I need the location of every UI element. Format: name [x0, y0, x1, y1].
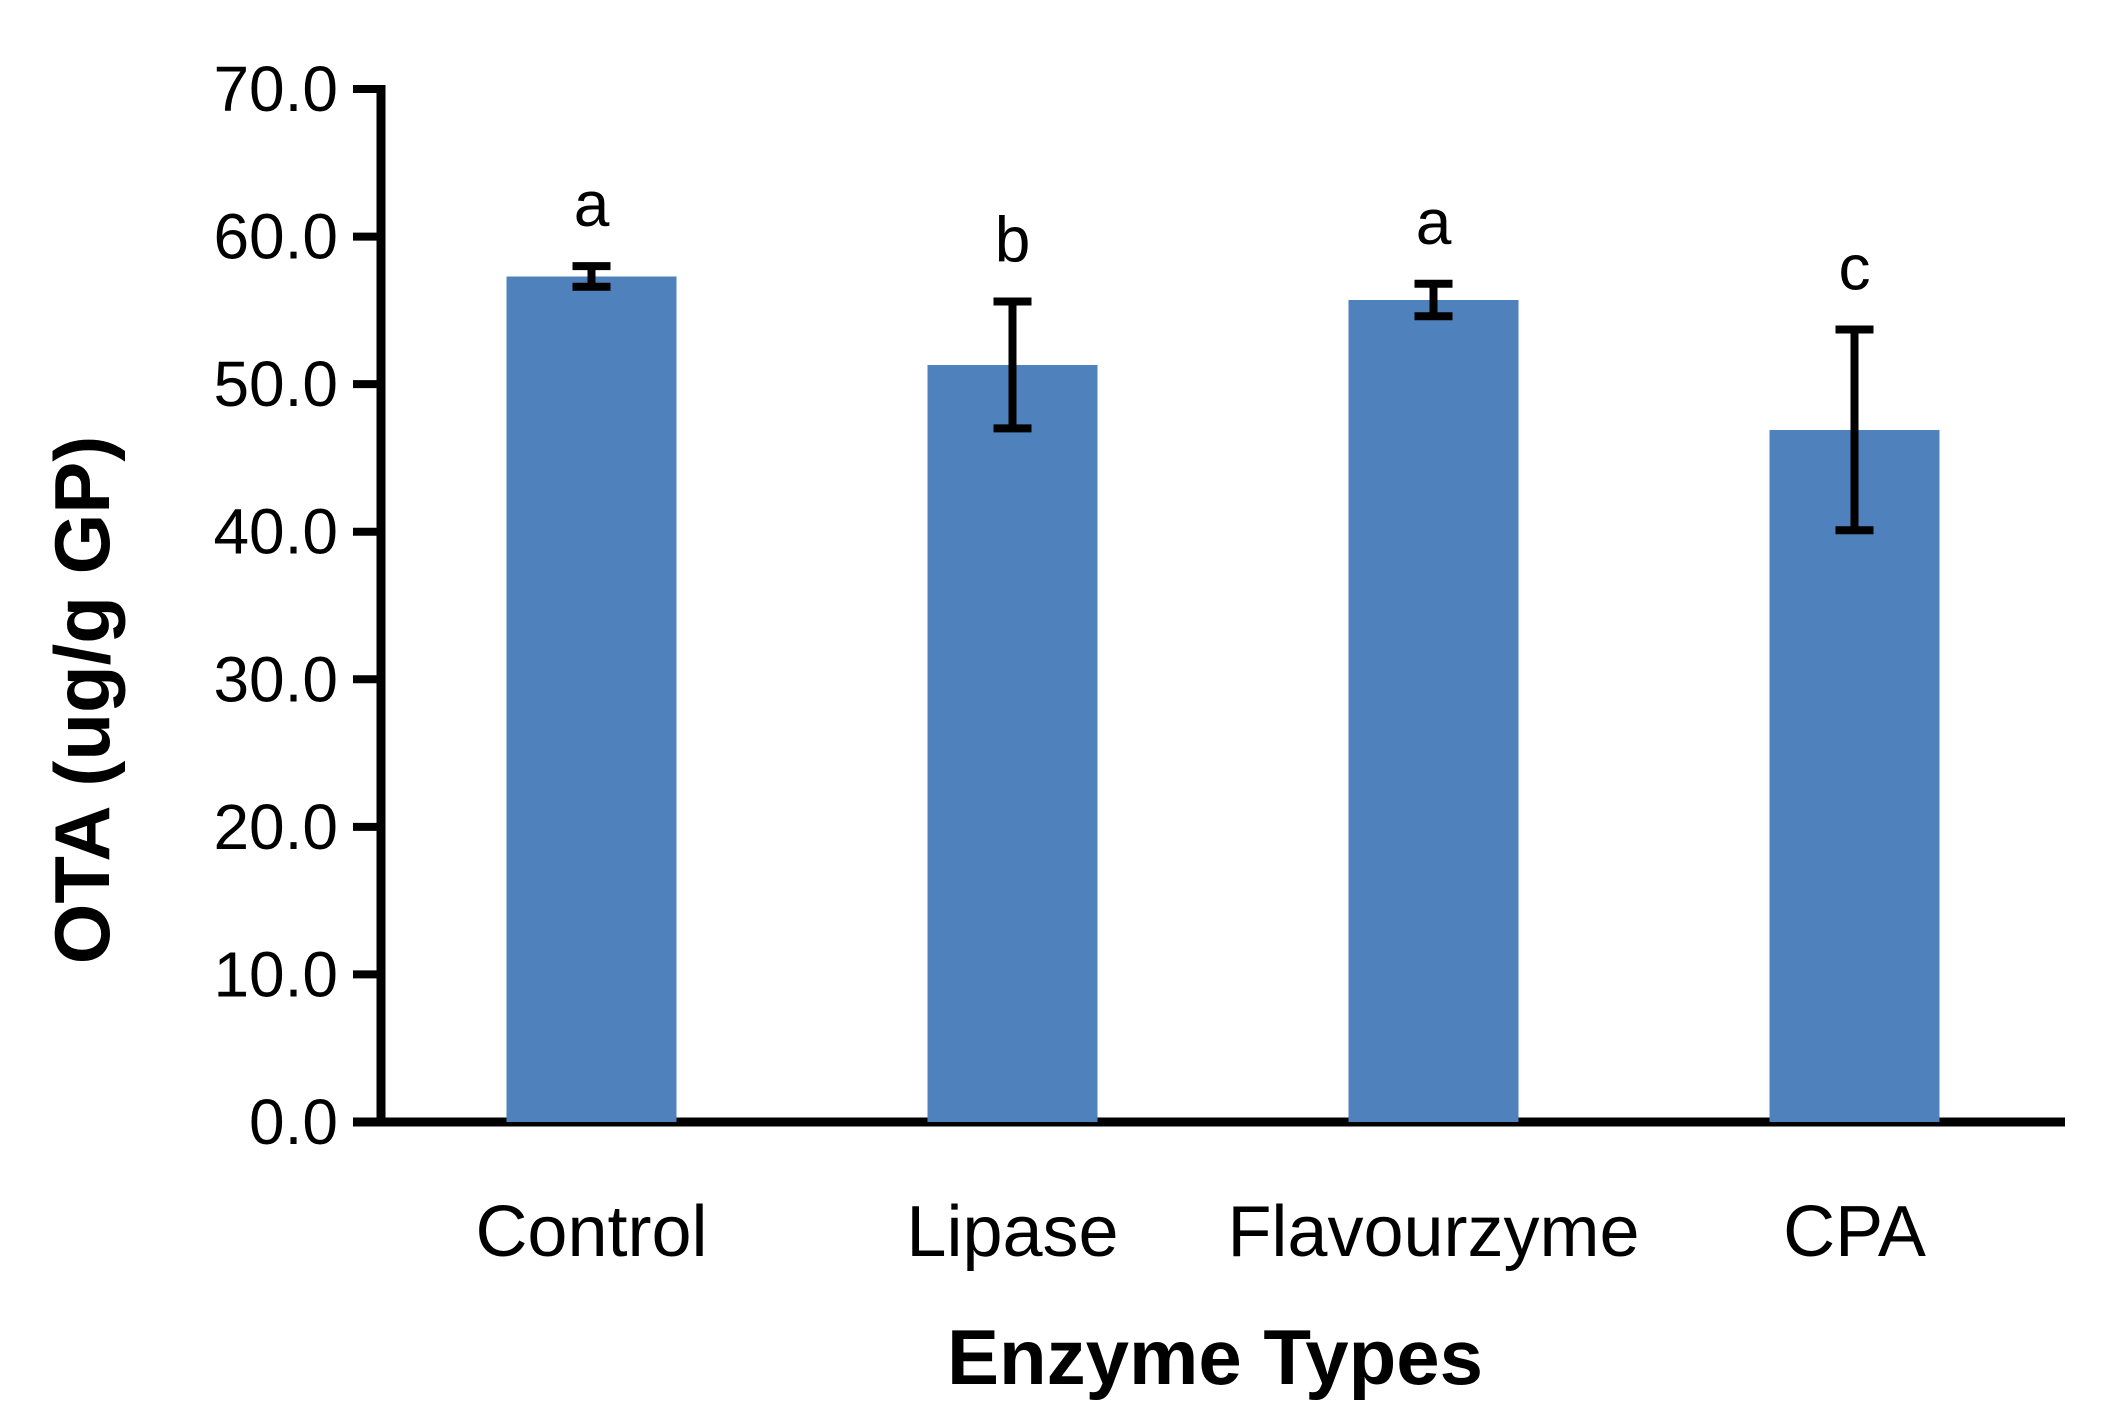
y-tick-label-50.0: 50.0 [213, 348, 338, 420]
bar-lipase [927, 364, 1098, 1122]
x-tick-label-flavourzyme: Flavourzyme [1227, 1192, 1639, 1272]
y-tick-label-40.0: 40.0 [213, 496, 338, 568]
y-axis-title: OTA (ug/g GP) [38, 435, 126, 965]
sig-letter-cpa: c [1839, 232, 1871, 304]
y-tick-label-10.0: 10.0 [213, 938, 338, 1010]
bar-control [506, 276, 677, 1122]
bar-cpa [1769, 429, 1940, 1122]
y-tick-label-0.0: 0.0 [249, 1086, 338, 1158]
sig-letter-lipase: b [995, 204, 1031, 276]
y-tick-label-30.0: 30.0 [213, 643, 338, 715]
x-tick-label-cpa: CPA [1783, 1192, 1926, 1272]
y-tick-label-60.0: 60.0 [213, 201, 338, 273]
sig-letter-flavourzyme: a [1416, 186, 1452, 258]
y-tick-label-20.0: 20.0 [213, 791, 338, 863]
x-tick-label-lipase: Lipase [906, 1192, 1118, 1272]
x-axis-title: Enzyme Types [946, 1313, 1484, 1401]
bar-flavourzyme [1348, 300, 1519, 1123]
sig-letter-control: a [574, 168, 610, 240]
x-tick-label-control: Control [475, 1192, 707, 1272]
y-tick-label-70.0: 70.0 [213, 53, 338, 125]
